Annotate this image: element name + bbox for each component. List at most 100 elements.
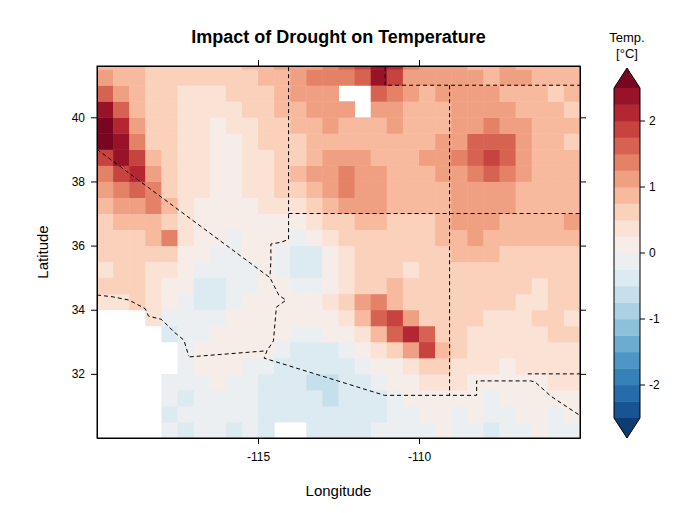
colorbar-bin <box>614 138 640 155</box>
colorbar-bin <box>614 237 640 254</box>
heat-cell <box>306 69 323 86</box>
heat-cell <box>451 406 468 423</box>
tick: -115 <box>247 438 270 464</box>
heat-cell <box>306 422 323 438</box>
heat-cell <box>97 165 114 182</box>
plot-area <box>97 66 580 438</box>
heat-cell <box>451 262 468 279</box>
heat-cell <box>564 133 580 150</box>
heat-cell <box>403 69 420 86</box>
heat-cell <box>97 117 114 134</box>
heat-cell <box>129 149 146 166</box>
heat-cell <box>483 85 500 102</box>
heat-cell <box>355 262 372 279</box>
heat-cell <box>564 294 580 311</box>
heat-cell <box>161 117 178 134</box>
heat-cell <box>435 69 452 86</box>
heat-cell <box>435 390 452 407</box>
heat-cell <box>210 165 227 182</box>
heat-cell <box>339 181 356 198</box>
heat-cell <box>129 214 146 231</box>
tick-mark <box>419 60 420 66</box>
chart-container: -115-1103234363840Impact of Drought on T… <box>0 0 700 513</box>
heat-cell <box>371 342 388 359</box>
heat-cell <box>290 69 307 86</box>
heat-cell <box>242 310 259 327</box>
heat-cell <box>322 326 339 343</box>
heat-cell <box>387 69 404 86</box>
tick-mark <box>580 181 586 182</box>
heat-cell <box>419 358 436 375</box>
heat-cell <box>194 326 211 343</box>
tick: 38 <box>72 175 97 189</box>
colorbar-extend-low <box>614 418 640 438</box>
heat-cell <box>242 406 259 423</box>
heat-cell <box>355 278 372 295</box>
heat-cell <box>290 390 307 407</box>
heat-cell <box>483 165 500 182</box>
heat-cell <box>564 117 580 134</box>
heat-cell <box>210 342 227 359</box>
heat-cell <box>306 181 323 198</box>
heat-cell <box>178 230 195 247</box>
heat-cell <box>161 101 178 118</box>
heat-cell <box>516 246 533 263</box>
heat-cell <box>387 406 404 423</box>
colorbar-tick <box>640 385 645 386</box>
heat-cell <box>178 181 195 198</box>
heat-cell <box>564 197 580 214</box>
heat-cell <box>178 326 195 343</box>
heat-cell <box>532 262 549 279</box>
heat-cell <box>387 294 404 311</box>
heat-cell <box>371 406 388 423</box>
heat-cell <box>242 149 259 166</box>
heat-cell <box>516 358 533 375</box>
heat-cell <box>194 390 211 407</box>
heat-cell <box>516 101 533 118</box>
heat-cell <box>242 294 259 311</box>
heat-cell <box>194 117 211 134</box>
heat-cell <box>306 358 323 375</box>
heat-cell <box>274 246 291 263</box>
heat-cell <box>290 181 307 198</box>
heat-cell <box>532 406 549 423</box>
heat-cell <box>387 342 404 359</box>
heat-cell <box>194 197 211 214</box>
heat-cell <box>451 246 468 263</box>
border-line <box>190 351 580 416</box>
heat-cell <box>435 406 452 423</box>
heat-cell <box>371 85 388 102</box>
heat-cell <box>403 246 420 263</box>
heat-cell <box>548 406 565 423</box>
heat-cell <box>290 197 307 214</box>
heat-cell <box>500 165 517 182</box>
heat-cell <box>483 358 500 375</box>
heat-cell <box>451 181 468 198</box>
colorbar-bin <box>614 319 640 336</box>
heat-cell <box>548 165 565 182</box>
heat-cell <box>564 181 580 198</box>
heat-cell <box>290 358 307 375</box>
heat-cell <box>548 69 565 86</box>
colorbar-tick-label: 0 <box>649 246 656 260</box>
heat-cell <box>145 197 162 214</box>
heat-cell <box>306 374 323 391</box>
heat-cell <box>516 278 533 295</box>
heat-cell <box>194 406 211 423</box>
heat-cell <box>532 342 549 359</box>
tick-mark <box>580 117 586 118</box>
heat-cell <box>467 358 484 375</box>
heat-cell <box>355 69 372 86</box>
heat-cell <box>516 390 533 407</box>
heat-cell <box>451 390 468 407</box>
heat-cell <box>339 342 356 359</box>
heat-cell <box>548 294 565 311</box>
heat-cell <box>258 262 275 279</box>
heat-cell <box>258 149 275 166</box>
heat-cell <box>532 197 549 214</box>
heat-cell <box>355 406 372 423</box>
tick-mark <box>258 438 259 444</box>
heat-cell <box>97 149 114 166</box>
heat-cell <box>403 117 420 134</box>
heat-cell <box>290 278 307 295</box>
